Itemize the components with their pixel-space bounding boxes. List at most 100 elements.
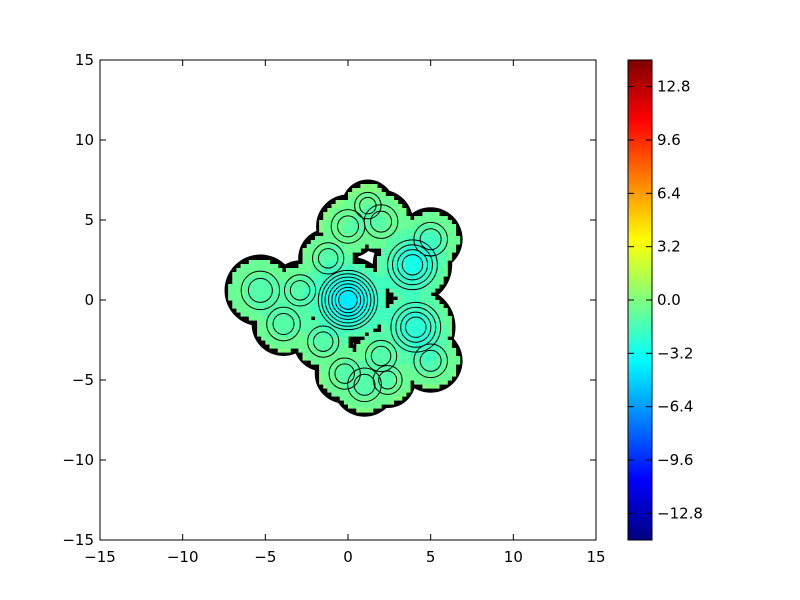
contour-cell [434,244,440,249]
contour-cell [298,296,304,301]
contour-cell [434,324,440,329]
x-axis: −15 −10 −5 0 5 10 15 [84,60,606,566]
contour-cell [368,324,374,329]
contour-cell [356,376,361,381]
contour-cell [331,384,337,389]
contour-cell [418,340,423,345]
contour-cell [438,364,444,369]
contour-cell [298,340,304,345]
contour-cell [228,292,233,297]
contour-cell [401,300,407,305]
contour-cell [356,312,361,317]
contour-cell [335,340,341,345]
contour-cell [257,320,262,325]
contour-cell [323,236,328,241]
contour-cell [352,220,357,225]
contour-cell [381,292,386,297]
contour-cell [335,392,341,397]
contour-cell [343,304,349,309]
contour-cell [281,328,287,333]
contour-cell [277,288,283,293]
contour-cell [281,296,287,301]
contour-cell [319,260,324,265]
contour-cell [343,220,349,225]
contour-cell [426,300,432,305]
contour-cell [414,284,419,289]
contour-line-0-1 [334,286,362,314]
contour-cell [438,248,444,253]
contour-cell [426,212,432,217]
contour-cell [327,216,333,221]
contour-cell [286,304,291,309]
contour-cell [286,292,291,297]
contour-cell [252,280,258,285]
contour-cell [298,348,304,353]
contour-cell [339,368,345,373]
contour-cell [314,280,320,285]
contour-cell [323,372,328,377]
contour-cell [261,308,266,313]
contour-cell [451,356,457,361]
contour-cell [352,392,357,397]
contour-cell [343,320,349,325]
contour-cell [426,308,432,313]
contour-cell [376,320,382,325]
contour-cell [314,284,320,289]
y-tick-label: 0 [84,291,94,309]
contour-cell [401,324,407,329]
contour-cell [331,256,337,261]
contour-cell [327,352,333,357]
contour-cell [401,328,407,333]
contour-cell [356,228,361,233]
contour-cell [393,392,399,397]
contour-cell [335,288,341,293]
contour-cell [405,224,411,229]
contour-cell [302,272,308,277]
contour-cell [430,384,436,389]
contour-cell [401,308,407,313]
contour-cell [281,300,287,305]
contour-cell [430,364,436,369]
contour-cell [443,344,448,349]
contour-cell [343,392,349,397]
contour-cell [381,288,386,293]
contour-cell [314,276,320,281]
contour-cell [368,272,374,277]
contour-cell [447,348,452,353]
contour-cell [434,256,440,261]
contour-cell [368,364,374,369]
contour-cell [397,308,403,313]
contour-cell [261,276,266,281]
contour-cell [277,296,283,301]
contour-cell [356,248,361,253]
contour-cell [381,200,386,205]
contour-cell [306,276,312,281]
contour-cell [434,384,440,389]
contour-cell [335,304,341,309]
contour-cell [306,324,312,329]
contour-cell [364,188,370,193]
contour-cell [343,248,349,253]
contour-cell [352,296,357,301]
contour-cell [261,288,266,293]
contour-cell [368,408,374,413]
contour-cell [422,280,428,285]
contour-cell [426,236,432,241]
contour-cell [401,276,407,281]
contour-cell [385,236,390,241]
contour-cell [257,292,262,297]
contour-cell [360,392,366,397]
contour-cell [426,356,432,361]
contour-line-1-3 [387,239,438,291]
contour-cell [343,312,349,317]
contour-cell [397,264,403,269]
contour-cell [327,220,333,225]
contour-cell [265,268,271,273]
contour-cell [422,216,428,221]
contour-cell [372,312,378,317]
contour-cell [438,256,444,261]
contour-cell [368,288,374,293]
contour-cell [335,276,341,281]
contour-cell [339,268,345,273]
